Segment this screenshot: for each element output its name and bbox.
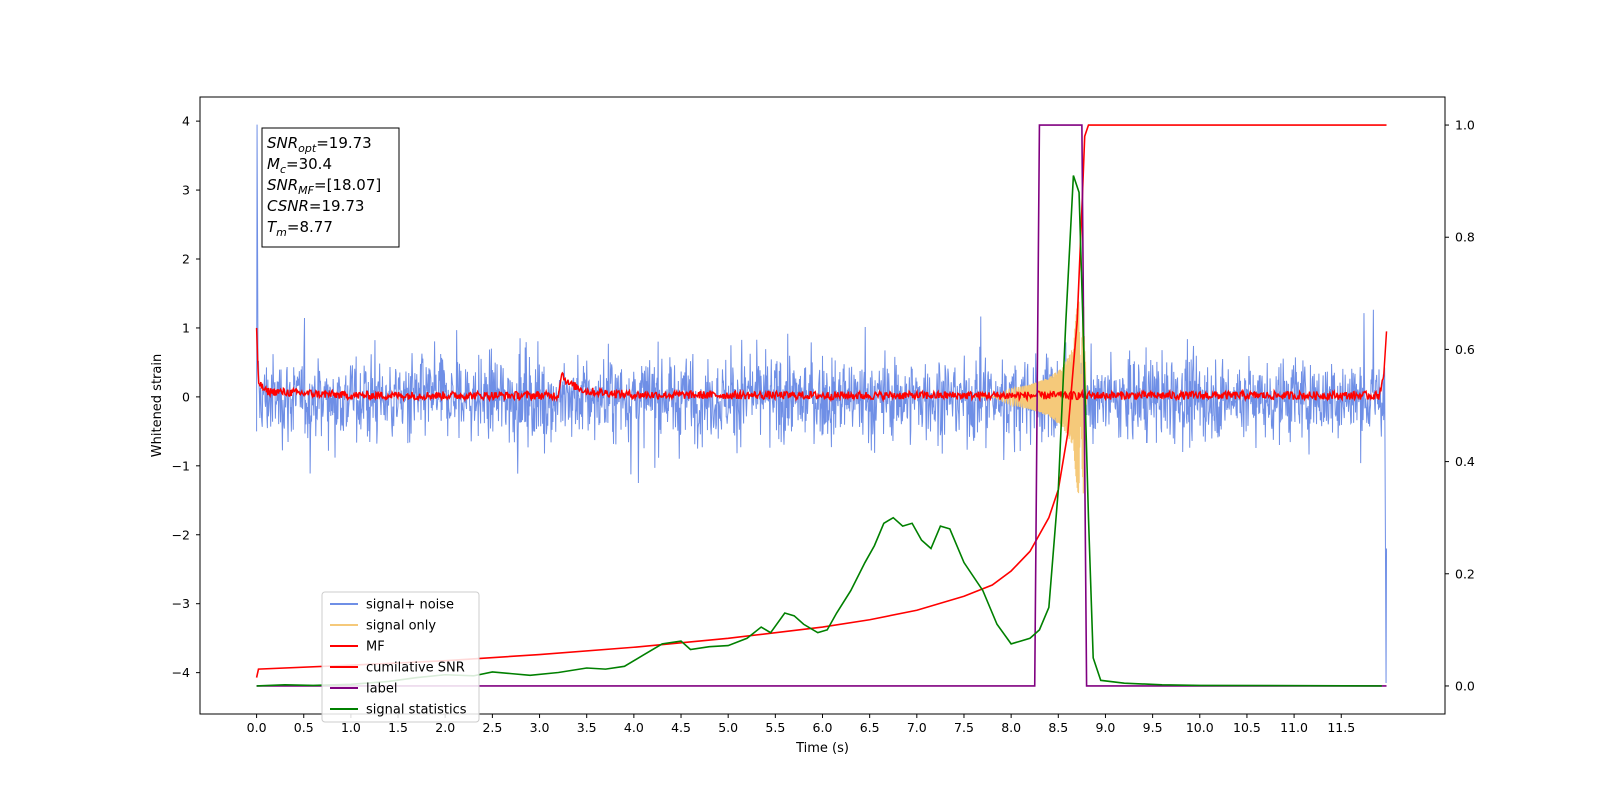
x-tick-label: 8.0 — [1001, 720, 1021, 735]
x-tick-label: 9.0 — [1096, 720, 1116, 735]
legend: signal+ noise signal only MF cumilative SNR… — [321, 591, 480, 723]
legend-label: label — [366, 682, 397, 697]
x-tick-label: 1.5 — [388, 720, 408, 735]
x-tick-label: 4.0 — [624, 720, 644, 735]
y-right-tick-label: 0.6 — [1455, 342, 1475, 357]
series-cumilative-snr — [255, 124, 1387, 678]
y-right-tick-label: 1.0 — [1455, 118, 1475, 133]
x-tick-label: 6.0 — [813, 720, 833, 735]
series-signal-plus-noise — [256, 124, 1388, 683]
y-right-tick-label: 0.2 — [1455, 566, 1475, 581]
plot-data-layer — [255, 124, 1388, 687]
series-label — [256, 124, 1387, 687]
annotation-line: SNRMF=[18.07] — [267, 176, 381, 197]
legend-label: signal statistics — [366, 703, 467, 718]
x-tick-label: 9.5 — [1143, 720, 1163, 735]
x-tick-label: 3.0 — [530, 720, 550, 735]
annotation-line: Mc=30.4 — [267, 155, 332, 176]
y-tick-label: −1 — [172, 458, 190, 473]
x-tick-label: 7.5 — [954, 720, 974, 735]
x-tick-label: 10.0 — [1186, 720, 1214, 735]
legend-label: MF — [366, 640, 385, 655]
annotation-line: CSNR=19.73 — [267, 197, 364, 215]
y-right-tick-label: 0.0 — [1455, 678, 1475, 693]
axes-layer: 0.0 0.5 1.0 1.5 2.0 2.5 3.0 3.5 4.0 4.5 5.0 5.5 6.0 6… — [172, 114, 1475, 735]
x-tick-label: 11.0 — [1280, 720, 1308, 735]
y-tick-label: 0 — [182, 389, 190, 404]
annotation-box: SNRopt=19.73Mc=30.4SNRMF=[18.07]CSNR=19.… — [261, 127, 400, 248]
y-tick-label: 2 — [182, 252, 190, 267]
x-tick-label: 6.5 — [860, 720, 880, 735]
x-tick-label: 2.5 — [482, 720, 502, 735]
x-tick-label: 7.0 — [907, 720, 927, 735]
y-axis-label: Whitened strain — [150, 354, 165, 457]
legend-label: signal only — [366, 619, 436, 634]
x-tick-label: 0.5 — [294, 720, 314, 735]
x-tick-label: 10.5 — [1233, 720, 1261, 735]
x-tick-label: 5.5 — [765, 720, 785, 735]
x-tick-label: 4.5 — [671, 720, 691, 735]
legend-label: cumilative SNR — [366, 661, 465, 676]
x-axis-label: Time (s) — [795, 741, 849, 756]
x-tick-label: 2.0 — [435, 720, 455, 735]
legend-frame — [321, 591, 480, 723]
y-tick-label: −3 — [172, 596, 190, 611]
annotation-line: Tm=8.77 — [267, 218, 333, 239]
y-tick-label: 3 — [182, 183, 190, 198]
x-tick-label: 11.5 — [1327, 720, 1355, 735]
series-signal-statistics — [256, 175, 1382, 687]
y-tick-label: 1 — [182, 320, 190, 335]
x-tick-label: 0.0 — [247, 720, 267, 735]
y-tick-label: −2 — [172, 527, 190, 542]
y-right-tick-label: 0.4 — [1455, 454, 1475, 469]
x-tick-label: 1.0 — [341, 720, 361, 735]
x-tick-label: 3.5 — [577, 720, 597, 735]
x-tick-label: 8.5 — [1048, 720, 1068, 735]
y-right-tick-label: 0.8 — [1455, 230, 1475, 245]
annotation-frame — [261, 127, 400, 248]
legend-label: signal+ noise — [366, 598, 454, 613]
y-tick-label: 4 — [182, 114, 190, 129]
annotation-line: SNRopt=19.73 — [267, 134, 372, 155]
series-mf — [255, 327, 1388, 403]
x-tick-label: 5.0 — [718, 720, 738, 735]
y-tick-label: −4 — [172, 665, 190, 680]
